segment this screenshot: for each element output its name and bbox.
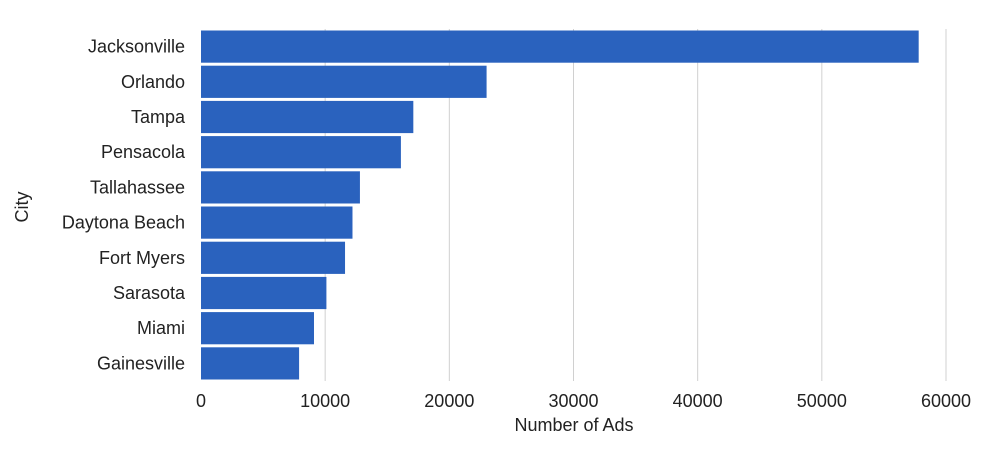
x-tick-label: 30000 — [548, 391, 598, 411]
bar-gainesville — [201, 347, 300, 380]
y-tick-label: Orlando — [121, 72, 185, 92]
bar-sarasota — [201, 276, 327, 310]
y-tick-label: Pensacola — [101, 142, 186, 162]
y-tick-label: Miami — [137, 318, 185, 338]
x-tick-label: 50000 — [797, 391, 847, 411]
y-tick-label: Jacksonville — [88, 37, 185, 57]
y-tick-label: Daytona Beach — [62, 213, 185, 233]
bar-miami — [201, 312, 314, 345]
bar-orlando — [201, 65, 487, 98]
y-axis-label: City — [12, 192, 32, 223]
bar-fort-myers — [201, 241, 346, 274]
y-tick-label: Fort Myers — [99, 248, 185, 268]
bar-pensacola — [201, 136, 401, 169]
x-tick-label: 40000 — [673, 391, 723, 411]
x-axis-label: Number of Ads — [514, 415, 633, 435]
y-tick-label: Tallahassee — [90, 177, 185, 197]
bar-tallahassee — [201, 171, 360, 204]
bar-jacksonville — [201, 30, 919, 63]
x-tick-label: 0 — [196, 391, 206, 411]
x-tick-label: 60000 — [921, 391, 971, 411]
y-tick-label: Sarasota — [113, 283, 186, 303]
y-tick-label: Gainesville — [97, 353, 185, 373]
bar-daytona-beach — [201, 206, 353, 239]
y-tick-label: Tampa — [131, 107, 186, 127]
x-tick-label: 20000 — [424, 391, 474, 411]
x-tick-label: 10000 — [300, 391, 350, 411]
bar-tampa — [201, 100, 414, 134]
